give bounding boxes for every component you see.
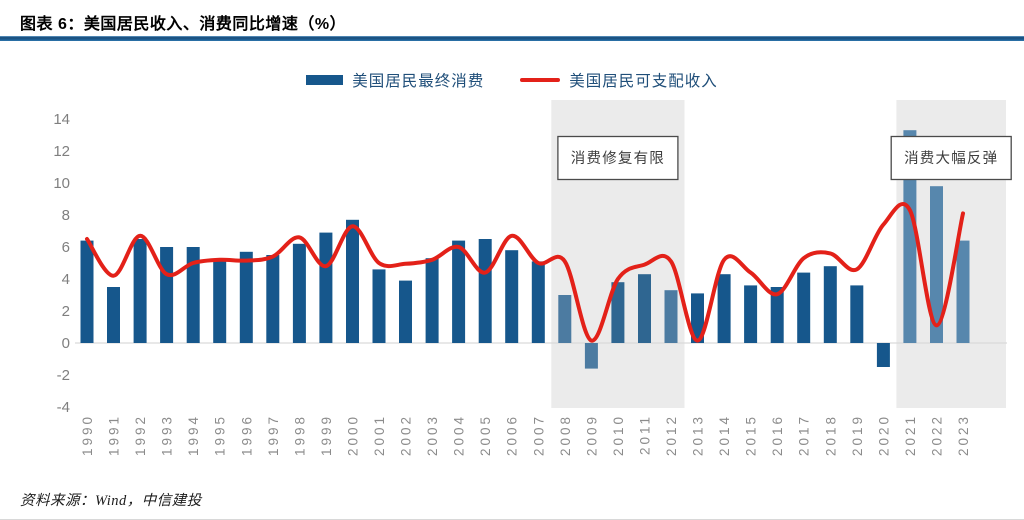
bar-1991 [107, 287, 120, 343]
x-tick-label-2022: 2022 [930, 414, 945, 456]
x-tick-label-1990: 1990 [80, 414, 95, 456]
bar-2007 [531, 261, 545, 343]
bar-2011 [638, 274, 651, 343]
x-tick-label-2005: 2005 [478, 414, 493, 456]
legend-label-consumption: 美国居民最终消费 [352, 73, 485, 90]
bar-1997 [266, 255, 280, 343]
bar-2022 [930, 186, 943, 343]
x-tick-label-2003: 2003 [425, 414, 440, 456]
x-tick-label-2015: 2015 [744, 414, 759, 456]
bar-2010 [611, 282, 625, 343]
bar-2019 [850, 285, 864, 343]
y-tick-label: 14 [53, 111, 70, 128]
x-tick-label-2013: 2013 [691, 414, 706, 456]
income-line [85, 201, 965, 343]
x-tick-label-2023: 2023 [956, 414, 971, 456]
bar-1995 [213, 259, 227, 343]
x-tick-label-2010: 2010 [611, 414, 626, 456]
x-tick-label-1996: 1996 [239, 414, 254, 456]
bar-2004 [452, 240, 466, 343]
y-tick-label: 0 [62, 335, 70, 352]
bar-1993 [160, 247, 174, 343]
x-tick-label-1991: 1991 [107, 414, 122, 456]
bar-2003 [425, 258, 439, 343]
y-tick-label: 10 [53, 175, 70, 192]
y-tick-label: 4 [62, 271, 70, 288]
x-tick-label-2012: 2012 [664, 414, 679, 456]
legend-item-income: 美国居民可支配收入 [520, 69, 718, 91]
legend-item-consumption: 美国居民最终消费 [306, 69, 484, 91]
bar-1994 [186, 247, 200, 343]
x-tick-label-2001: 2001 [372, 414, 387, 456]
y-tick-label: -4 [57, 399, 70, 416]
bar-2009 [584, 343, 598, 369]
bar-2000 [346, 219, 359, 343]
x-tick-label-1999: 1999 [319, 414, 334, 456]
y-tick-label: 2 [62, 303, 70, 320]
x-tick-label-1994: 1994 [186, 414, 201, 456]
legend-label-income: 美国居民可支配收入 [569, 73, 718, 90]
x-tick-label-2004: 2004 [452, 414, 467, 456]
bar-2017 [797, 272, 811, 343]
combo-chart: 14 12 10 8 6 4 2 0 -2 -4 1990 1991 1992 1993 1994 1995 1… [53, 100, 1012, 456]
bar-2018 [823, 266, 837, 343]
y-tick-label: -2 [57, 367, 70, 384]
y-tick-label: 6 [62, 239, 70, 256]
x-tick-label-2002: 2002 [399, 414, 414, 456]
bar-1992 [133, 239, 147, 343]
annotation-box [557, 135, 679, 181]
bar-2020 [876, 343, 890, 367]
source-note: 资料来源：Wind，中信建投 [20, 493, 202, 509]
legend-line-swatch [520, 78, 561, 82]
bar-2001 [372, 269, 386, 343]
x-tick-label-2020: 2020 [876, 414, 891, 456]
bar-1990 [80, 240, 94, 343]
bar-1996 [239, 251, 253, 343]
bar-2008 [558, 295, 572, 343]
annotation-label: 消费修复有限 [571, 149, 665, 167]
header-divider [0, 36, 1024, 41]
x-tick-label-2006: 2006 [505, 414, 520, 456]
bar-2023 [956, 240, 970, 343]
bar-1998 [292, 243, 306, 343]
bar-2005 [478, 239, 492, 343]
bar-2014 [717, 274, 731, 343]
bar-2016 [770, 287, 784, 343]
x-tick-label-2000: 2000 [346, 414, 361, 456]
x-tick-label-1992: 1992 [133, 414, 148, 456]
x-tick-label-2019: 2019 [850, 414, 865, 456]
y-tick-label: 12 [53, 143, 70, 160]
annotation-box [890, 135, 1012, 181]
annotation-label: 消费大幅反弹 [904, 150, 998, 167]
x-tick-label-1998: 1998 [292, 414, 307, 456]
legend-bar-swatch [306, 75, 344, 85]
x-tick-label-2008: 2008 [558, 414, 573, 456]
chart-legend: 美国居民最终消费 美国居民可支配收入 [0, 69, 1024, 91]
x-tick-label-2016: 2016 [770, 414, 785, 456]
x-tick-label-2014: 2014 [717, 414, 732, 456]
bar-2012 [664, 290, 678, 343]
bar-1999 [319, 232, 333, 343]
x-tick-label-2007: 2007 [531, 414, 546, 456]
y-tick-label: 8 [62, 207, 70, 224]
bar-2002 [399, 280, 412, 343]
bar-2013 [691, 293, 704, 343]
x-tick-label-2011: 2011 [638, 414, 653, 455]
bar-2015 [744, 285, 758, 343]
x-tick-label-2017: 2017 [797, 414, 812, 456]
x-tick-label-1997: 1997 [266, 414, 281, 456]
x-tick-label-2009: 2009 [584, 414, 599, 456]
x-tick-label-1993: 1993 [160, 414, 175, 456]
x-tick-label-2021: 2021 [903, 414, 918, 456]
bar-2006 [505, 250, 519, 343]
x-tick-label-2018: 2018 [823, 414, 838, 456]
figure-header: 图表 6：美国居民收入、消费同比增速（%） [20, 10, 346, 34]
bar-2021 [903, 130, 917, 343]
x-tick-label-1995: 1995 [213, 414, 228, 456]
figure-title: 图表 6：美国居民收入、消费同比增速（%） [20, 16, 347, 33]
